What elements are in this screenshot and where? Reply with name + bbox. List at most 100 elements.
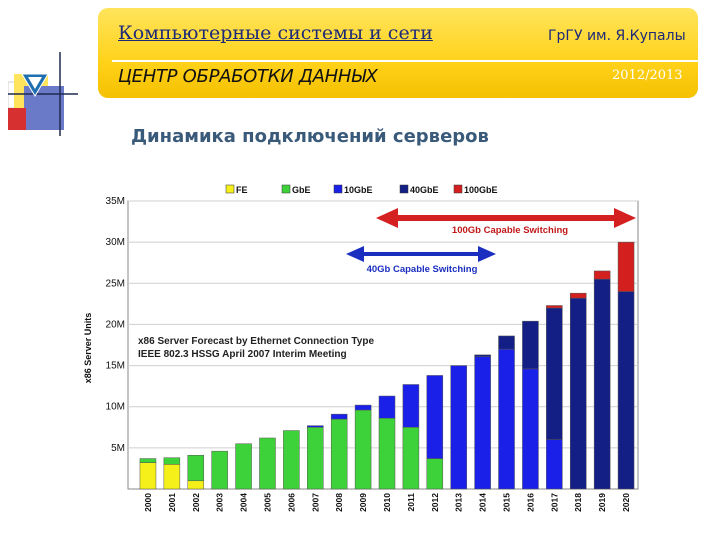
x-tick-label: 2004: [239, 493, 249, 512]
bar-segment: [426, 375, 444, 459]
x-tick-label: 2019: [597, 493, 607, 512]
legend-item: 100GbE: [453, 184, 498, 195]
switch40-label: 40Gb Capable Switching: [367, 264, 478, 275]
legend-label: 40GbE: [410, 185, 439, 195]
x-tick-label: 2008: [334, 493, 344, 512]
x-tick-label: 2002: [191, 493, 201, 512]
header-banner: [98, 8, 698, 98]
bar-segment: [546, 305, 563, 309]
y-tick-label: 5M: [111, 443, 125, 454]
bar-segment: [283, 430, 300, 490]
bar-segment: [330, 418, 348, 490]
y-axis-ticks: 5M 10M 15M 20M 25M 30M 35M: [106, 196, 125, 454]
legend-swatch: [399, 184, 409, 194]
bar-segment: [474, 356, 491, 490]
x-tick-label: 2010: [382, 493, 392, 512]
x-tick-label: 2009: [358, 493, 368, 512]
bar-segment: [187, 455, 205, 482]
bar-segment: [378, 417, 396, 490]
bar-segment: [426, 458, 444, 490]
y-tick-label: 20M: [106, 319, 125, 330]
switch100-label: 100Gb Capable Switching: [452, 225, 568, 236]
bar-segment: [569, 292, 587, 299]
bar-segment: [307, 427, 324, 490]
y-tick-label: 25M: [106, 278, 125, 289]
university-name: ГрГУ им. Я.Купалы: [548, 28, 686, 44]
bar-segment: [402, 427, 420, 490]
legend-swatch: [453, 184, 463, 194]
y-tick-label: 30M: [106, 237, 125, 248]
bar-segment: [546, 439, 563, 490]
bar-segment: [522, 320, 539, 370]
course-title: Компьютерные системы и сети: [118, 22, 433, 44]
bar-segment: [450, 365, 467, 490]
bar-segment: [211, 450, 228, 490]
x-tick-label: 2011: [406, 493, 416, 512]
x-tick-label: 2014: [478, 493, 488, 512]
y-tick-label: 35M: [106, 196, 125, 207]
bar-segment: [546, 307, 563, 440]
bar-segment: [569, 297, 587, 490]
chart-legend: FE GbE 10GbE 40GbE 100GbE: [225, 184, 498, 195]
x-tick-label: 2007: [310, 493, 320, 512]
x-tick-label: 2015: [502, 493, 512, 512]
bar-segment: [498, 348, 515, 490]
y-axis-label: x86 Server Units: [83, 313, 93, 384]
x-tick-label: 2012: [430, 493, 440, 512]
x-tick-label: 2005: [262, 493, 272, 512]
bar-segment: [259, 437, 276, 490]
legend-swatch: [333, 184, 343, 194]
x-axis-ticks: 2000 2001 2002 2003 2004 2005 2006 2007 2008 2009…: [143, 493, 631, 512]
bar-segment: [617, 291, 635, 490]
bar-segment: [307, 425, 324, 428]
legend-label: FE: [236, 185, 248, 195]
forecast-line2: IEEE 802.3 HSSG April 2007 Interim Meeti…: [138, 349, 347, 360]
bar-segment: [593, 278, 611, 490]
legend-label: 10GbE: [344, 185, 373, 195]
annotation-100gb: 100Gb Capable Switching: [376, 208, 636, 236]
legend-label: 100GbE: [464, 185, 498, 195]
x-tick-label: 2016: [525, 493, 535, 512]
bar-segment: [593, 270, 611, 280]
x-tick-label: 2017: [549, 493, 559, 512]
bar-segment: [330, 413, 348, 420]
bar-segment: [378, 395, 396, 419]
bar-segment: [498, 335, 515, 350]
bar-segment: [474, 354, 491, 357]
bar-segment: [354, 409, 372, 490]
bar-segment: [139, 458, 157, 463]
x-tick-label: 2006: [286, 493, 296, 512]
bar-segment: [354, 404, 372, 411]
x-tick-label: 2020: [621, 493, 631, 512]
legend-label: GbE: [292, 185, 311, 195]
y-tick-label: 10M: [106, 402, 125, 413]
x-tick-label: 2001: [167, 493, 177, 512]
bar-segment: [187, 480, 205, 490]
chart-bars: [139, 241, 635, 490]
academic-year: 2012/2013: [612, 68, 683, 83]
bar-segment: [163, 457, 181, 465]
header-divider: [112, 60, 712, 62]
bar-segment: [163, 464, 181, 490]
x-tick-label: 2013: [454, 493, 464, 512]
bar-segment: [235, 443, 252, 490]
legend-item: GbE: [281, 184, 311, 195]
legend-swatch: [281, 184, 291, 194]
legend-item: 10GbE: [333, 184, 373, 195]
forecast-line1: x86 Server Forecast by Ethernet Connecti…: [138, 336, 374, 347]
logo-icon: [8, 52, 78, 136]
slide-title: Динамика подключений серверов: [131, 126, 489, 147]
bar-segment: [522, 368, 539, 490]
y-tick-label: 15M: [106, 361, 125, 372]
stacked-bar-chart: FE GbE 10GbE 40GbE 100GbE 5M 10M 15M 20M 25M 30M 3…: [83, 184, 639, 512]
bar-segment: [139, 462, 157, 490]
x-tick-label: 2003: [215, 493, 225, 512]
section-subtitle: ЦЕНТР ОБРАБОТКИ ДАННЫХ: [118, 66, 378, 87]
bar-segment: [617, 241, 635, 292]
legend-item: 40GbE: [399, 184, 439, 195]
x-tick-label: 2018: [573, 493, 583, 512]
legend-swatch: [225, 184, 235, 194]
bar-segment: [402, 384, 420, 428]
x-tick-label: 2000: [143, 493, 153, 512]
annotation-40gb: 40Gb Capable Switching: [346, 246, 496, 275]
